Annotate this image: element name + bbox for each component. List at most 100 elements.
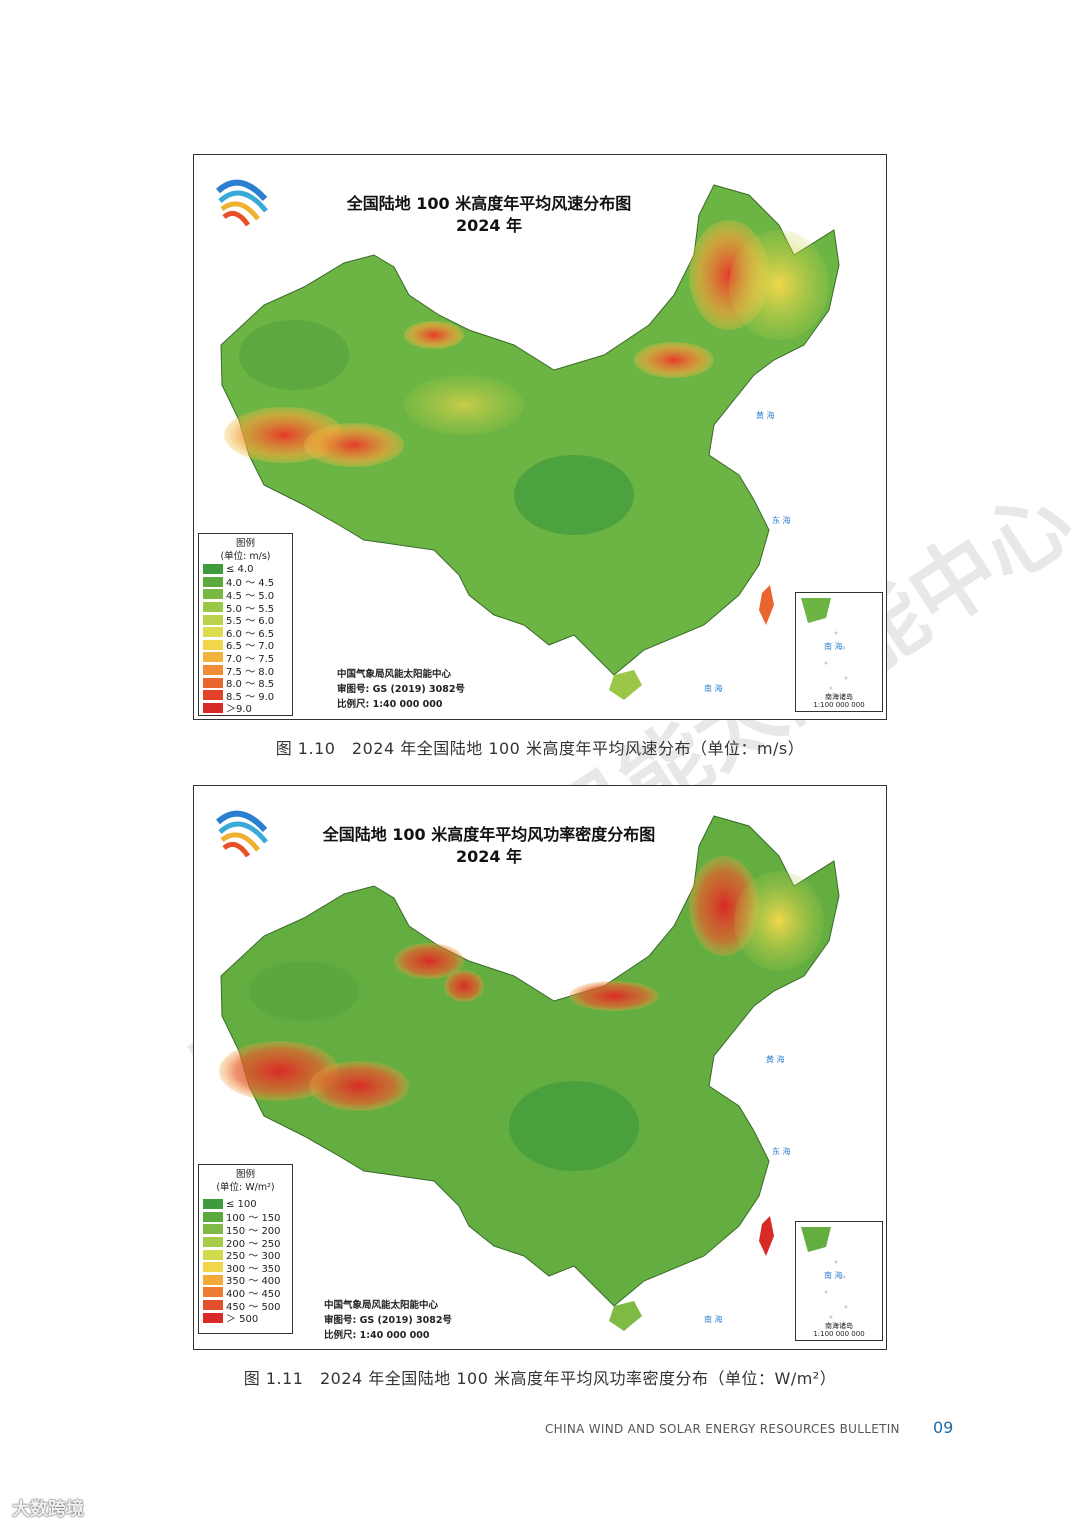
bulletin-name: CHINA WIND AND SOLAR ENERGY RESOURCES BU…	[545, 1422, 900, 1436]
legend-swatch	[203, 1249, 223, 1260]
legend-item: 150 ～ 200	[203, 1223, 288, 1237]
taiwan-island	[759, 585, 774, 625]
brand-watermark: 大数跨境	[12, 1499, 84, 1520]
legend-title: 图例	[235, 538, 255, 549]
wind-power-density-map: 全国陆地 100 米高度年平均风功率密度分布图 2024 年 黄 海 东 海 南…	[193, 785, 887, 1350]
legend-swatch	[203, 627, 223, 638]
china-landmass	[220, 184, 840, 676]
legend-label: 200 ～ 250	[226, 1238, 281, 1250]
legend-title: 图例	[235, 1169, 255, 1180]
legend-swatch	[203, 589, 223, 600]
legend-label: ≤ 4.0	[226, 563, 254, 575]
legend-item: 450 ～ 500	[203, 1299, 288, 1313]
wind-speed-map: 全国陆地 100 米高度年平均风速分布图 2024 年 黄 海 东 海 南 海 …	[193, 154, 887, 720]
legend: 图例 (单位: W/m²) ≤ 100 100 ～ 150 150 ～ 200 200…	[198, 1164, 293, 1334]
legend-swatch	[203, 652, 223, 663]
legend-label: 250 ～ 300	[226, 1251, 281, 1263]
yellow-sea-label: 黄 海	[766, 1055, 785, 1064]
legend-unit: (单位: m/s)	[220, 551, 271, 562]
legend-swatch	[203, 614, 223, 625]
map-credits: 中国气象局风能太阳能中心 审图号: GS (2019) 3082号 比例尺: 1…	[324, 1300, 452, 1341]
cma-logo	[215, 810, 268, 858]
legend-label: 7.5 ～ 8.0	[226, 666, 275, 678]
legend-label: 7.0 ～ 7.5	[226, 653, 275, 665]
legend-unit: (单位: W/m²)	[216, 1182, 275, 1193]
east-sea-label: 东 海	[772, 516, 791, 525]
legend-item: 5.0 ～ 5.5	[203, 601, 288, 615]
legend-label: 8.0 ～ 8.5	[226, 679, 275, 691]
china-map-wind-power-density	[219, 815, 840, 1331]
legend-swatch	[203, 1237, 223, 1248]
legend-item: 300 ～ 350	[203, 1261, 288, 1275]
map-title: 全国陆地 100 米高度年平均风功率密度分布图 2024 年	[322, 825, 656, 866]
legend-label: 6.0 ～ 6.5	[226, 628, 275, 640]
legend-label: 450 ～ 500	[226, 1301, 281, 1313]
legend-swatch	[203, 1262, 223, 1273]
figure-caption-1-11: 图 1.11 2024 年全国陆地 100 米高度年平均风功率密度分布（单位：W…	[243, 1369, 837, 1388]
legend-item: 8.0 ～ 8.5	[203, 676, 288, 691]
taiwan-island	[759, 1216, 774, 1256]
legend-item: 200 ～ 250	[203, 1236, 288, 1250]
legend-item: 250 ～ 300	[203, 1248, 288, 1263]
legend-item: 7.0 ～ 7.5	[203, 651, 288, 665]
legend-label: 100 ～ 150	[226, 1213, 281, 1225]
legend-label: ＞9.0	[226, 704, 252, 716]
legend-label: 4.0 ～ 4.5	[226, 578, 275, 590]
china-landmass	[220, 815, 840, 1307]
legend-item: ≤ 4.0	[203, 563, 288, 576]
legend-label: ＞ 500	[226, 1314, 259, 1326]
legend-swatch	[203, 1224, 223, 1235]
legend-label: 8.5 ～ 9.0	[226, 691, 275, 703]
legend-item: 7.5 ～ 8.0	[203, 664, 288, 678]
legend-swatch	[203, 677, 223, 688]
legend-item: ≤ 100	[203, 1198, 288, 1211]
legend-label: 6.5 ～ 7.0	[226, 641, 275, 653]
legend: 图例 (单位: m/s) ≤ 4.0 4.0 ～ 4.5 4.5 ～ 5.0 5.0 …	[198, 533, 293, 716]
legend-item: 5.5 ～ 6.0	[203, 613, 288, 628]
south-china-sea-inset: 南 海 南海诸岛 1:100 000 000	[795, 592, 883, 712]
legend-swatch	[203, 1312, 223, 1323]
legend-item: 4.0 ～ 4.5	[203, 576, 288, 589]
map-title: 全国陆地 100 米高度年平均风速分布图 2024 年	[346, 194, 632, 235]
east-sea-label: 东 海	[772, 1147, 791, 1156]
legend-swatch	[203, 1274, 223, 1285]
legend-swatch	[203, 564, 223, 575]
yellow-sea-label: 黄 海	[756, 411, 775, 420]
legend-item: 100 ～ 150	[203, 1211, 288, 1224]
hainan-island	[609, 1301, 642, 1331]
legend-label: 400 ～ 450	[226, 1288, 281, 1300]
legend-item: 350 ～ 400	[203, 1274, 288, 1287]
legend-label: ≤ 100	[226, 1198, 257, 1210]
legend-item: 6.0 ～ 6.5	[203, 626, 288, 640]
hainan-island	[609, 670, 642, 700]
legend-swatch	[203, 1211, 223, 1222]
south-sea-label: 南 海	[704, 684, 723, 693]
cma-logo	[215, 179, 268, 227]
legend-swatch	[203, 1287, 223, 1298]
legend-item: 4.5 ～ 5.0	[203, 588, 288, 602]
legend-swatch	[203, 690, 223, 701]
legend-label: 300 ～ 350	[226, 1263, 281, 1275]
legend-swatch	[203, 576, 223, 587]
legend-label: 5.0 ～ 5.5	[226, 603, 275, 615]
page-number: 09	[933, 1418, 954, 1437]
figure-caption-1-10: 图 1.10 2024 年全国陆地 100 米高度年平均风速分布（单位：m/s）	[275, 739, 805, 758]
legend-swatch	[203, 639, 223, 650]
legend-label: 350 ～ 400	[226, 1276, 281, 1288]
china-map-wind-speed	[220, 184, 840, 700]
south-sea-label: 南 海	[704, 1315, 723, 1324]
map-credits: 中国气象局风能太阳能中心 审图号: GS (2019) 3082号 比例尺: 1…	[337, 669, 465, 710]
legend-swatch	[203, 1199, 223, 1210]
south-china-sea-inset: 南 海 南海诸岛 1:100 000 000	[795, 1221, 883, 1341]
legend-label: 150 ～ 200	[226, 1225, 281, 1237]
legend-swatch	[203, 602, 223, 613]
legend-item: 8.5 ～ 9.0	[203, 689, 288, 703]
legend-swatch	[203, 702, 223, 713]
legend-label: 4.5 ～ 5.0	[226, 590, 275, 602]
legend-item: 6.5 ～ 7.0	[203, 639, 288, 652]
legend-item: ＞ 500	[203, 1311, 288, 1326]
legend-item: 400 ～ 450	[203, 1286, 288, 1300]
legend-label: 5.5 ～ 6.0	[226, 616, 275, 628]
legend-swatch	[203, 665, 223, 676]
legend-swatch	[203, 1300, 223, 1311]
